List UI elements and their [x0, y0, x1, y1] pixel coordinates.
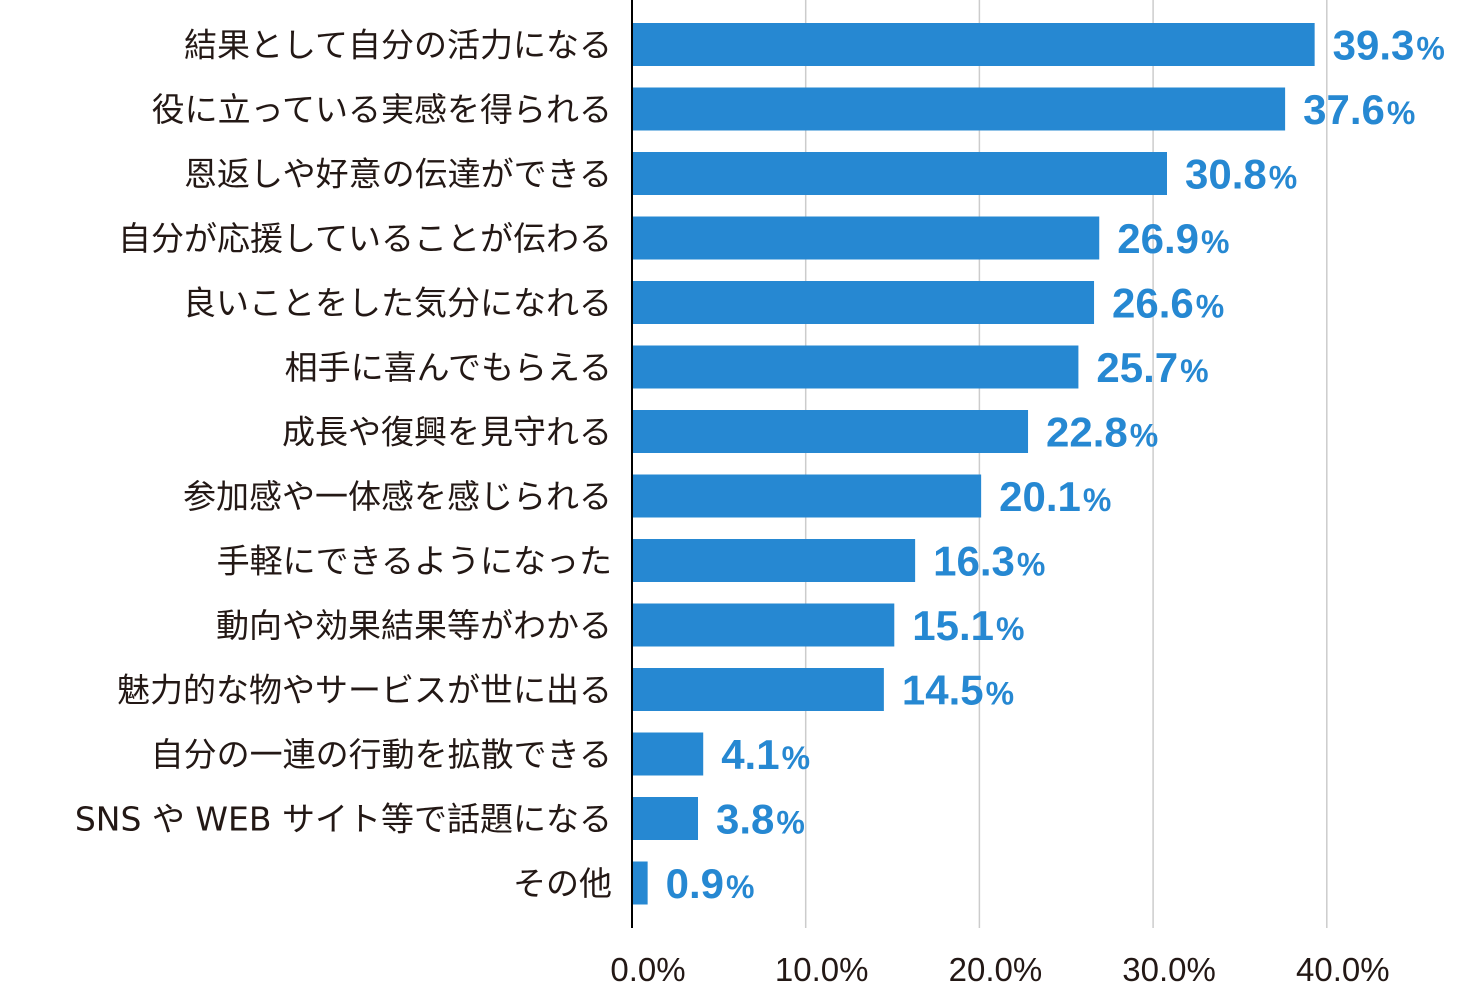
value-label: 26.6% [1112, 280, 1224, 327]
category-label: 動向や効果結果等がわかる [216, 606, 612, 645]
x-tick-label: 10.0% [775, 951, 869, 988]
bar [632, 603, 895, 647]
category-label: 魅力的な物やサービスが世に出る [117, 671, 612, 710]
value-label: 30.8% [1185, 151, 1297, 198]
value-label: 39.3% [1333, 22, 1445, 69]
category-label: 恩返しや好意の伝達ができる [184, 155, 612, 194]
category-label: 成長や復興を見守れる [282, 413, 612, 452]
bar [632, 797, 699, 840]
category-label: SNS や WEB サイト等で話題になる [75, 800, 612, 839]
bar [632, 152, 1167, 195]
category-label: 手軽にできるようになった [217, 542, 612, 581]
bar [632, 410, 1029, 453]
bar [632, 668, 884, 711]
value-labels: 39.3% 37.6%30.8% 26.9% 26.6% 25.7% 22.8% 20.1%… [666, 22, 1445, 908]
bar [632, 539, 916, 582]
category-label: その他 [513, 864, 612, 903]
value-label: 25.7% [1096, 344, 1208, 391]
category-label: 自分の一連の行動を拡散できる [151, 735, 612, 774]
category-label: 良いことをした気分になれる [183, 284, 612, 323]
x-tick-label: 20.0% [949, 951, 1043, 988]
value-label: 37.6% [1303, 86, 1415, 133]
gridlines [804, 0, 1328, 928]
value-label: 22.8% [1046, 409, 1158, 456]
value-label: 26.9% [1117, 215, 1229, 262]
value-label: 14.5% [902, 667, 1014, 714]
category-labels: 結果として自分の活力になる役に立っている実感を得られる恩返しや好意の伝達ができる… [75, 26, 612, 904]
bar [632, 732, 704, 776]
value-label: 3.8% [716, 796, 805, 843]
bar [632, 345, 1079, 389]
x-tick-labels: 0.0% 10.0% 20.0% 30.0% 40.0% [610, 951, 1389, 988]
bar [632, 216, 1100, 260]
value-label: 0.9% [666, 860, 755, 907]
x-tick-label: 0.0% [610, 951, 685, 988]
x-tick-label: 40.0% [1296, 951, 1390, 988]
bar [632, 281, 1095, 324]
category-label: 自分が応援していることが伝わる [118, 219, 612, 258]
bars [632, 23, 1315, 905]
value-label: 15.1% [912, 602, 1024, 649]
category-label: 参加感や一体感を感じられる [183, 477, 612, 516]
value-label: 4.1% [721, 731, 810, 778]
bar [632, 474, 982, 518]
bar [632, 861, 648, 905]
value-label: 20.1% [999, 473, 1111, 520]
category-label: 役に立っている実感を得られる [152, 90, 612, 129]
bar [632, 87, 1286, 131]
value-label: 16.3% [933, 538, 1045, 585]
bar [632, 23, 1315, 66]
category-label: 結果として自分の活力になる [184, 26, 612, 65]
x-tick-label: 30.0% [1122, 951, 1216, 988]
category-label: 相手に喜んでもらえる [285, 348, 612, 387]
